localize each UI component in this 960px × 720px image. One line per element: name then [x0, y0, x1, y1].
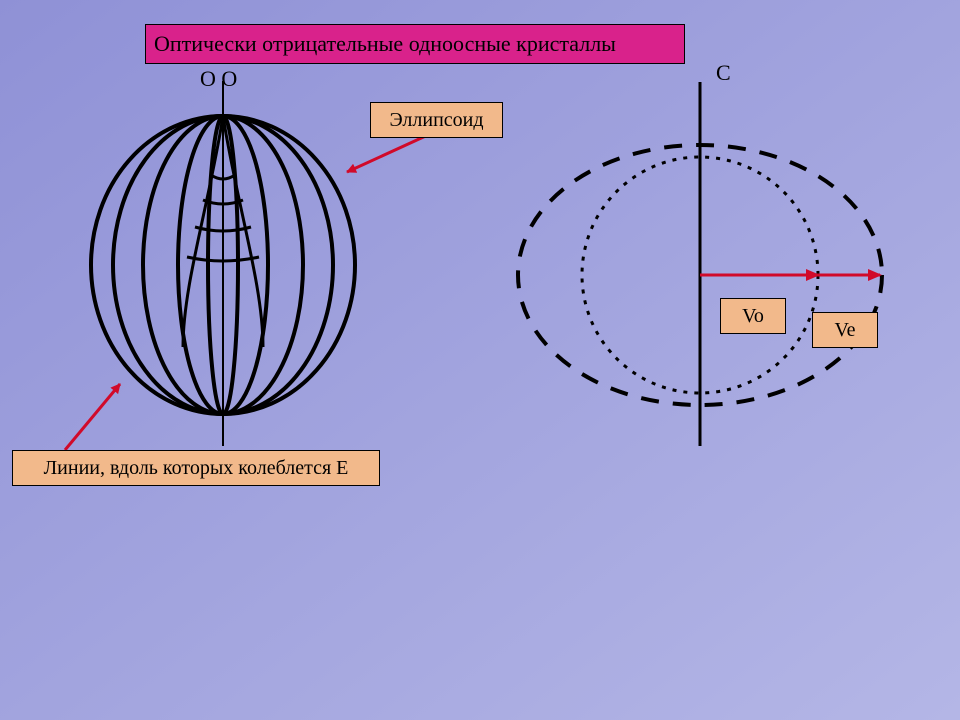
- e-lines-label-text: Линии, вдоль которых колеблется Е: [44, 457, 349, 479]
- title-text: Оптически отрицательные одноосные криста…: [154, 31, 616, 56]
- oo-axis-label: O O: [200, 66, 237, 92]
- c-axis-label: С: [716, 60, 731, 86]
- vo-label: Vo: [720, 298, 786, 334]
- ellipsoid-label: Эллипсоид: [370, 102, 503, 138]
- ve-label: Ve: [812, 312, 878, 348]
- e-oscillation-lines-label: Линии, вдоль которых колеблется Е: [12, 450, 380, 486]
- title: Оптически отрицательные одноосные криста…: [145, 24, 685, 64]
- ve-label-text: Ve: [834, 319, 855, 341]
- ellipsoid-label-text: Эллипсоид: [389, 109, 483, 131]
- vo-label-text: Vo: [742, 305, 764, 327]
